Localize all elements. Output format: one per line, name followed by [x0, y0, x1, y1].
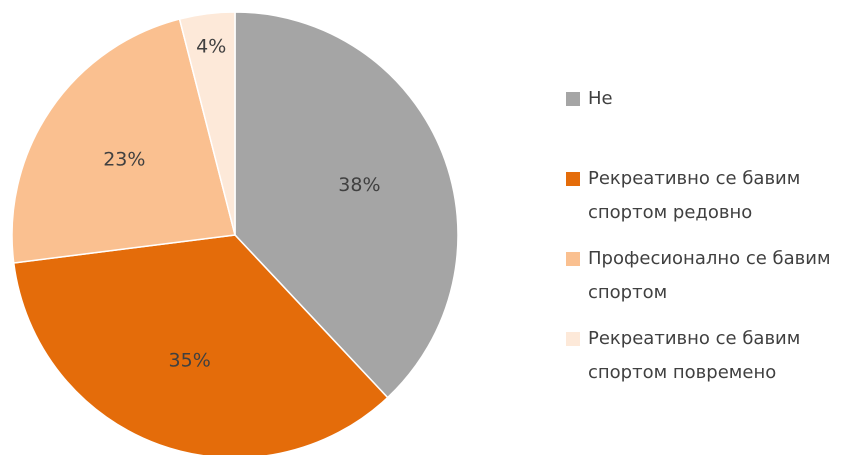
pie-slice — [11, 18, 236, 264]
data-label: 35% — [169, 349, 211, 371]
legend-item: Професионално се бавим спортом — [566, 242, 836, 310]
legend-swatch — [566, 252, 580, 266]
data-label: 38% — [338, 174, 380, 196]
pie-slice — [178, 11, 236, 236]
data-label: 23% — [103, 148, 145, 170]
legend-label: Професионално се бавим спортом — [588, 248, 831, 303]
pie-slice — [234, 11, 459, 399]
legend-swatch — [566, 92, 580, 106]
data-label: 4% — [196, 35, 226, 57]
legend-swatch — [566, 332, 580, 346]
legend-label: Рекреативно се бавим спортом повремено — [588, 328, 801, 383]
legend-item: Рекреативно се бавим спортом редовно — [566, 162, 836, 230]
legend-swatch — [566, 172, 580, 186]
legend-label: Не — [588, 88, 613, 109]
legend-item: Рекреативно се бавим спортом повремено — [566, 322, 836, 390]
legend-item: Не — [566, 82, 836, 116]
legend-label: Рекреативно се бавим спортом редовно — [588, 168, 801, 223]
pie-slice — [12, 234, 389, 455]
